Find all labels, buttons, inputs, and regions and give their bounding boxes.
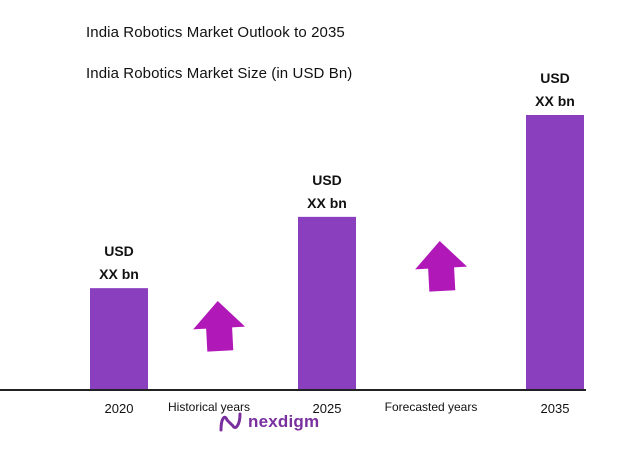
bar-2035 <box>526 115 584 390</box>
growth-arrow-icon-1 <box>193 301 246 352</box>
bar-2025 <box>298 216 356 390</box>
x-tick-2020: 2020 <box>105 401 134 416</box>
annotation-label-1: Historical years <box>168 400 250 414</box>
brand-name: nexdigm <box>248 412 320 431</box>
x-tick-2025: 2025 <box>313 401 342 416</box>
chart-subtitle: India Robotics Market Size (in USD Bn) <box>86 65 353 82</box>
brand-logo: nexdigm <box>218 410 319 434</box>
data-label-2035-line2: XX bn <box>535 93 575 109</box>
annotation-label-2: Forecasted years <box>385 400 478 414</box>
data-label-2020-line1: USD <box>104 243 134 259</box>
growth-arrow-icon-2 <box>415 241 468 292</box>
data-label-2025-line2: XX bn <box>307 195 347 211</box>
bar-2020 <box>90 288 148 390</box>
data-label-2035-line1: USD <box>540 70 570 86</box>
data-label-2025-line1: USD <box>312 172 342 188</box>
data-label-2020-line2: XX bn <box>99 266 139 282</box>
nexdigm-logo-icon <box>219 412 242 432</box>
chart-title: India Robotics Market Outlook to 2035 <box>86 24 345 41</box>
x-tick-2035: 2035 <box>541 401 570 416</box>
